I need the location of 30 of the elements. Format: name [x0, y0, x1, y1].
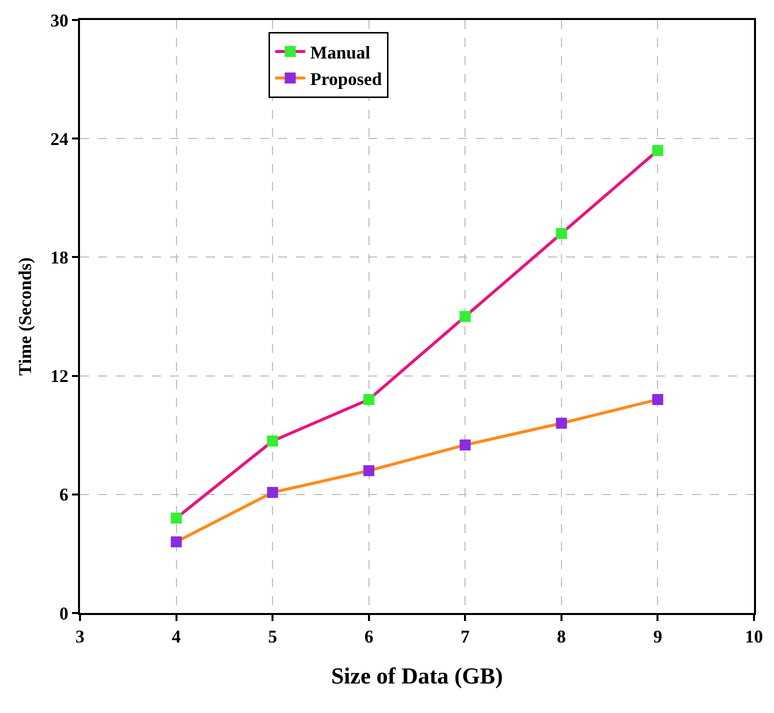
point	[556, 418, 567, 429]
x-axis-title: Size of Data (GB)	[331, 664, 503, 689]
legend-label: Manual	[310, 42, 370, 63]
point	[460, 439, 471, 450]
point	[460, 311, 471, 322]
y-tick-label: 24	[50, 128, 68, 149]
point	[267, 436, 278, 447]
x-tick-label: 3	[76, 626, 84, 647]
y-axis-title: Time (Seconds)	[15, 257, 36, 376]
legend-label: Proposed	[310, 68, 382, 89]
x-tick-label: 6	[364, 626, 374, 647]
point	[267, 486, 278, 498]
point	[652, 144, 664, 156]
y-tick-label: 12	[50, 366, 68, 386]
point	[652, 394, 664, 406]
x-tick-label: 5	[268, 626, 278, 647]
x-tick-label: 8	[556, 626, 566, 647]
y-tick-label: 0	[59, 603, 68, 624]
y-tick-label: 30	[50, 10, 68, 30]
x-tick-label: 7	[460, 626, 470, 647]
point	[363, 394, 374, 406]
y-tick-label: 6	[59, 484, 68, 505]
x-tick-label: 10	[745, 626, 763, 647]
point	[170, 536, 182, 548]
point	[363, 465, 374, 476]
point	[556, 228, 567, 239]
point	[170, 512, 182, 524]
x-tick-label: 4	[172, 626, 181, 647]
y-tick-label: 18	[50, 248, 68, 268]
x-tick-label: 9	[653, 626, 662, 647]
